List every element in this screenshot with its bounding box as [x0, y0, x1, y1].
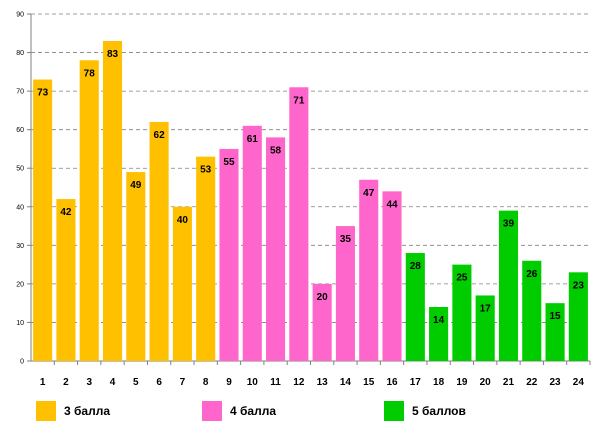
x-tick-label-13: 13 [317, 377, 329, 388]
bar-15 [359, 179, 379, 361]
legend-label-4-points: 4 балла [230, 404, 277, 418]
x-tick-label-9: 9 [226, 377, 232, 388]
x-tick-label-16: 16 [386, 377, 398, 388]
y-tick-label-60: 60 [16, 127, 24, 134]
data-labels: 73 42 78 83 49 62 40 53 55 61 58 71 20 35 47 44 28 14 25 17… [37, 49, 584, 326]
data-label-12: 71 [293, 95, 305, 106]
legend-label-5-points: 5 баллов [412, 404, 466, 418]
data-label-7: 40 [177, 215, 189, 226]
data-label-1: 73 [37, 88, 49, 99]
y-tick-label-40: 40 [16, 204, 24, 211]
x-tick-label-3: 3 [86, 377, 92, 388]
y-tick-label-50: 50 [16, 166, 24, 173]
x-tick-label-18: 18 [433, 377, 445, 388]
bar-10 [242, 125, 262, 361]
y-tick-label-70: 70 [16, 89, 24, 96]
bar-5 [126, 172, 146, 361]
bar-19 [452, 264, 472, 361]
legend-item-4-points: 4 балла [202, 400, 276, 422]
data-label-2: 42 [60, 207, 72, 218]
x-tick-label-23: 23 [550, 377, 562, 388]
bars [33, 40, 588, 362]
data-label-4: 83 [107, 49, 119, 60]
bar-14 [335, 226, 355, 361]
x-tick-label-8: 8 [203, 377, 209, 388]
gridlines [31, 13, 590, 323]
y-tick-label-30: 30 [16, 243, 24, 250]
bar-16 [382, 191, 402, 361]
x-tick-label-6: 6 [156, 377, 162, 388]
legend-label-3-points: 3 балла [64, 404, 111, 418]
x-tick-label-15: 15 [363, 377, 375, 388]
bar-1 [33, 79, 53, 362]
x-tick-label-11: 11 [270, 377, 281, 388]
legend-item-5-points: 5 баллов [384, 400, 466, 422]
data-label-24: 23 [573, 280, 585, 291]
x-tick-label-12: 12 [293, 377, 305, 388]
bar-9 [219, 148, 239, 361]
x-tick-label-5: 5 [133, 377, 139, 388]
data-label-14: 35 [340, 234, 352, 245]
bar-6 [149, 121, 169, 361]
x-tick-label-4: 4 [110, 377, 116, 388]
bar-21 [498, 210, 519, 361]
y-tick-label-10: 10 [16, 320, 24, 327]
data-label-9: 55 [223, 157, 235, 168]
x-tick-label-10: 10 [247, 377, 259, 388]
bar-12 [289, 87, 309, 361]
data-label-3: 78 [84, 68, 96, 79]
y-tick-label-90: 90 [16, 12, 24, 19]
data-label-5: 49 [130, 180, 142, 191]
y-tick-label-20: 20 [16, 281, 24, 288]
bar-22 [522, 260, 542, 361]
bar-20 [475, 295, 495, 361]
bar-23 [545, 303, 565, 361]
data-label-6: 62 [154, 130, 166, 141]
bar-13 [312, 283, 332, 361]
data-label-11: 58 [270, 145, 282, 156]
bar-11 [266, 137, 286, 361]
data-label-16: 44 [386, 199, 398, 210]
data-label-17: 28 [410, 261, 422, 272]
y-tick-label-0: 0 [20, 359, 24, 366]
data-label-10: 61 [247, 134, 259, 145]
bar-17 [405, 253, 425, 361]
bar-3 [79, 60, 99, 362]
x-tick-label-2: 2 [63, 377, 69, 388]
data-label-23: 15 [550, 311, 562, 322]
bar-7 [172, 206, 192, 361]
data-label-22: 26 [526, 269, 538, 280]
x-tick-label-17: 17 [410, 377, 422, 388]
data-label-21: 39 [503, 219, 515, 230]
bar-4 [102, 40, 123, 361]
data-label-15: 47 [363, 188, 375, 199]
x-tick-label-14: 14 [340, 377, 352, 388]
data-label-13: 20 [317, 292, 329, 303]
legend-swatch-5-points [384, 401, 404, 421]
data-label-19: 25 [456, 273, 468, 284]
legend-swatch-3-points [36, 401, 56, 421]
data-label-18: 14 [433, 315, 445, 326]
legend-swatch-4-points [202, 401, 222, 421]
x-tick-label-19: 19 [456, 377, 468, 388]
x-tick-label-21: 21 [503, 377, 515, 388]
bar-8 [196, 156, 216, 361]
data-label-20: 17 [480, 303, 492, 314]
bar-18 [429, 307, 449, 361]
x-tick-label-24: 24 [573, 377, 585, 388]
legend-item-3-points: 3 балла [36, 400, 110, 422]
x-tick-label-1: 1 [40, 377, 46, 388]
x-tick-label-20: 20 [480, 377, 492, 388]
x-tick-label-7: 7 [180, 377, 186, 388]
data-label-8: 53 [200, 165, 212, 176]
bar-24 [568, 272, 588, 361]
y-tick-label-80: 80 [16, 50, 24, 57]
bar-2 [56, 199, 76, 361]
x-tick-label-22: 22 [526, 377, 538, 388]
